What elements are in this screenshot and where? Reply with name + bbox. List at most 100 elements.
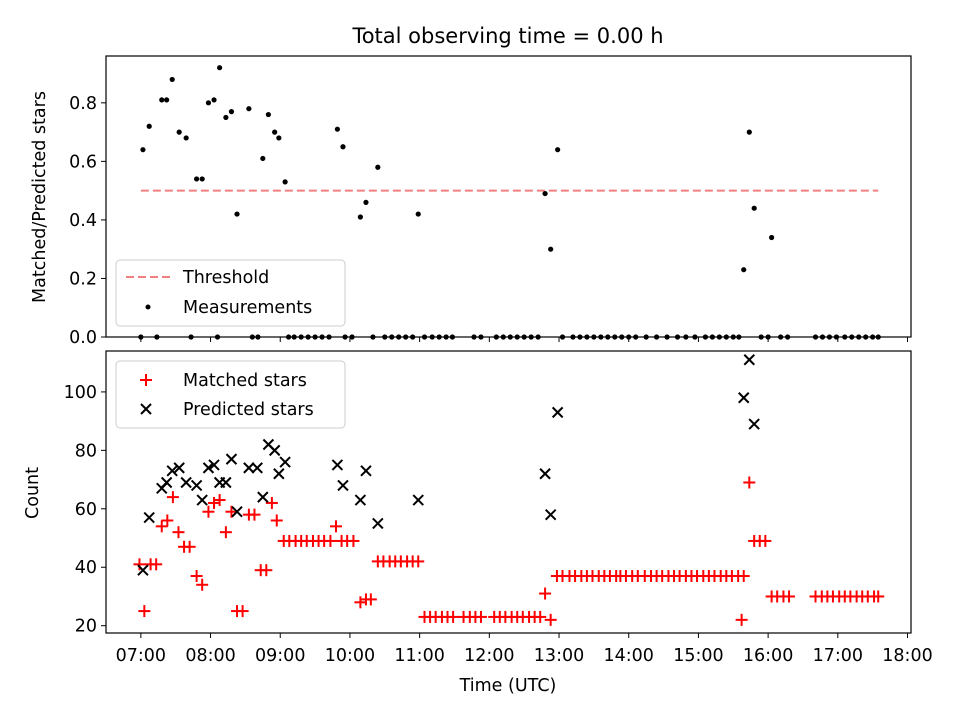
count-x-tick-label: 12:00 <box>464 646 514 666</box>
measurement-point <box>159 97 165 103</box>
matched-point <box>166 491 179 504</box>
count-legend: Matched stars Predicted stars <box>115 360 346 429</box>
count-y-tick-label: 100 <box>64 383 97 403</box>
predicted-point <box>748 418 760 430</box>
predicted-point <box>743 354 756 366</box>
count-y-tick-label: 40 <box>75 558 97 578</box>
count-y-tick-label: 60 <box>75 500 97 520</box>
matched-point <box>260 564 273 577</box>
matched-point <box>133 558 146 571</box>
matched-point <box>539 587 552 600</box>
predicted-point <box>268 444 281 457</box>
matched-point <box>735 613 748 626</box>
predicted-point <box>279 456 291 468</box>
predicted-point <box>208 459 220 471</box>
predicted-point <box>257 491 269 503</box>
matched-point <box>150 558 163 571</box>
measurement-point <box>223 114 229 121</box>
count-x-tick-label: 17:00 <box>813 646 863 666</box>
count-x-tick-label: 09:00 <box>255 646 305 666</box>
measurement-point <box>265 111 271 118</box>
measurement-point <box>751 205 757 211</box>
measurement-point <box>415 211 421 217</box>
ratio-legend: Threshold Measurements <box>115 259 346 327</box>
measurement-point <box>164 97 170 103</box>
measurement-point <box>176 129 182 135</box>
predicted-point <box>137 564 149 576</box>
matched-point <box>544 613 557 626</box>
predicted-legend-swatch <box>140 403 152 415</box>
count-x-ticks: 07:00 08:00 09:00 10:00 11:00 12:00 13:00 14:00… <box>116 633 933 666</box>
measurement-point <box>211 97 217 103</box>
count-x-tick-label: 08:00 <box>185 646 235 666</box>
matched-point <box>248 508 261 521</box>
predicted-point <box>202 462 215 474</box>
measurement-point <box>140 147 146 153</box>
measurement-point <box>205 100 212 106</box>
matched-point <box>236 605 249 618</box>
matched-point <box>265 496 278 509</box>
matched-point <box>872 590 885 603</box>
measurement-point <box>272 129 278 135</box>
matched-point <box>412 555 425 568</box>
measurement-point <box>228 109 235 115</box>
matched-point <box>172 526 185 539</box>
count-y-axis-label: Count <box>23 467 43 519</box>
count-x-tick-label: 15:00 <box>673 646 723 666</box>
count-x-tick-label: 11:00 <box>394 646 444 666</box>
measurement-point <box>357 214 363 220</box>
predicted-point <box>243 462 255 474</box>
measurement-point <box>769 234 775 241</box>
predicted-point <box>551 406 564 419</box>
matched-point <box>347 534 360 547</box>
matched-point <box>196 578 209 591</box>
ratio-legend-frame <box>115 259 346 327</box>
predicted-point <box>143 511 155 524</box>
predicted-point <box>354 494 367 506</box>
predicted-point <box>190 479 203 492</box>
matched-point <box>324 534 337 547</box>
predicted-point <box>180 476 192 489</box>
measurement-point <box>375 164 381 170</box>
count-x-tick-label: 16:00 <box>743 646 793 666</box>
measurement-point <box>746 129 752 135</box>
chart-title: Total observing time = 0.00 h <box>351 24 663 48</box>
ratio-y-axis-label: Matched/Predicted stars <box>30 91 50 303</box>
predicted-point <box>539 468 551 480</box>
measurement-point <box>555 147 561 153</box>
count-marks <box>133 354 885 626</box>
matched-point <box>219 526 232 539</box>
predicted-point <box>196 494 208 506</box>
matched-point <box>138 605 151 618</box>
measurement-point <box>548 246 554 252</box>
ratio-y-tick-label: 0.2 <box>69 269 97 289</box>
ratio-marks <box>138 65 881 340</box>
measurement-point <box>194 176 200 182</box>
measurement-point <box>276 135 282 141</box>
count-axes-frame <box>105 350 912 634</box>
predicted-point <box>160 476 173 489</box>
matched-point <box>270 514 283 527</box>
matched-point <box>161 514 174 527</box>
predicted-point <box>360 465 372 477</box>
matched-point <box>737 570 750 583</box>
threshold-legend-label: Threshold <box>182 268 269 288</box>
count-x-tick-label: 10:00 <box>325 646 375 666</box>
matched-point <box>783 590 796 603</box>
measurement-point <box>260 155 266 162</box>
count-x-tick-label: 13:00 <box>534 646 584 666</box>
count-legend-frame <box>115 360 346 429</box>
ratio-y-tick-label: 0.4 <box>69 211 97 231</box>
count-x-axis-label: Time (UTC) <box>459 676 557 696</box>
ratio-panel: 0.00.20.40.60.8 Matched/Predicted stars … <box>30 55 912 348</box>
measurement-point <box>340 144 346 150</box>
matched-point <box>364 593 377 606</box>
count-x-tick-label: 14:00 <box>604 646 654 666</box>
predicted-point <box>273 468 285 480</box>
matched-point <box>155 520 168 533</box>
predicted-point <box>331 459 344 471</box>
matched-point <box>743 476 756 489</box>
predicted-point <box>173 462 185 474</box>
